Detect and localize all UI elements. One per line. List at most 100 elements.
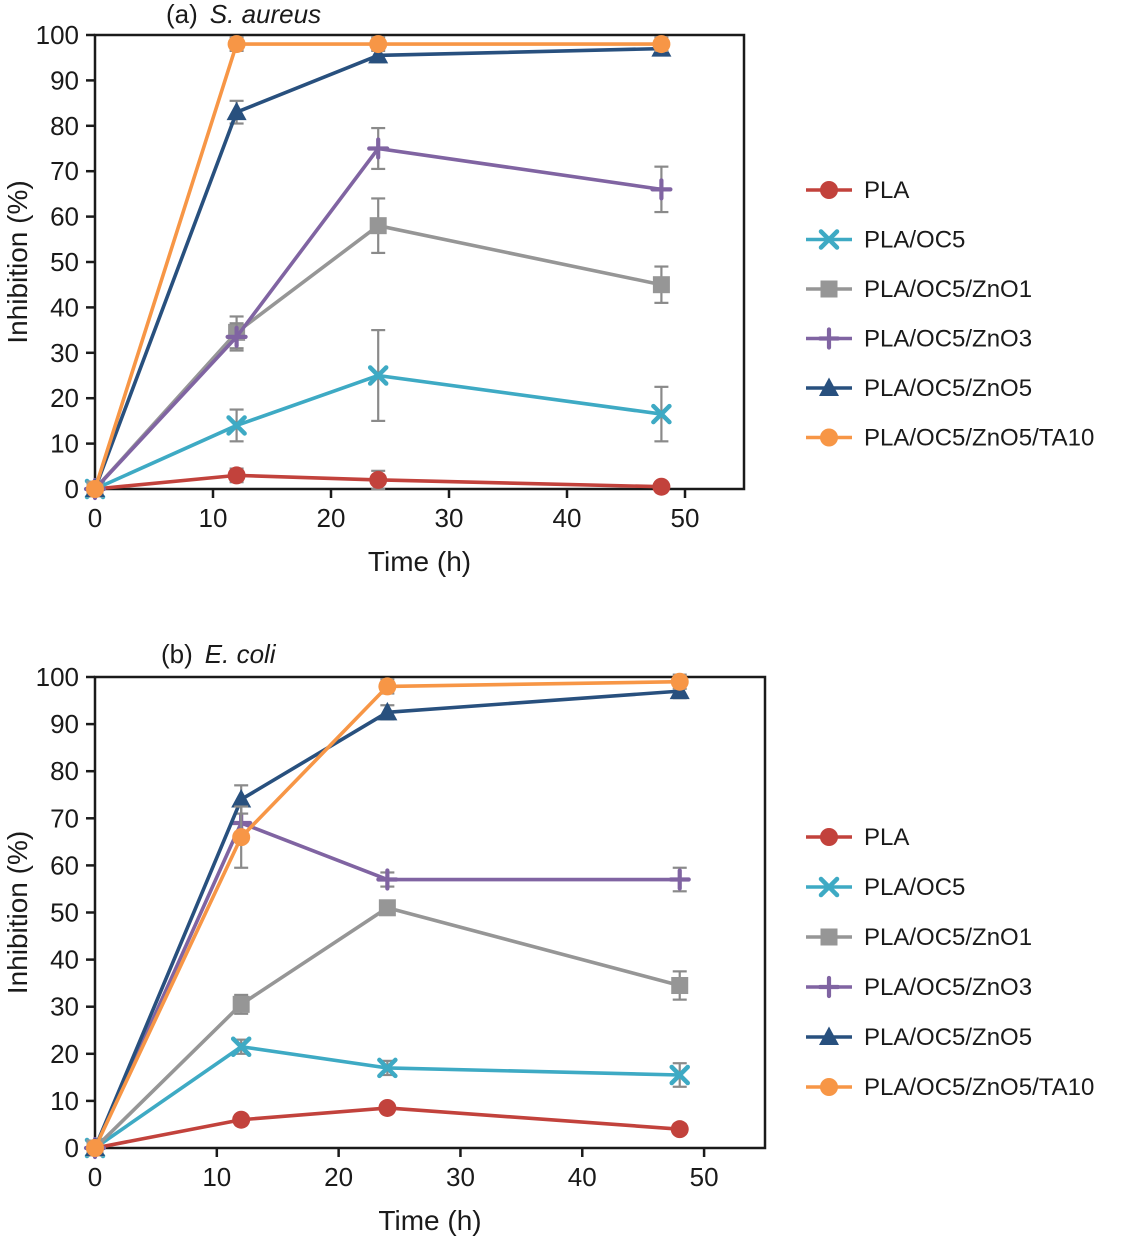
- marker-circle: [232, 828, 251, 847]
- marker-circle: [378, 677, 397, 696]
- y-tick-label: 60: [50, 850, 79, 880]
- x-tick-label: 0: [88, 503, 102, 533]
- marker-circle: [820, 828, 838, 846]
- marker-square: [232, 995, 250, 1013]
- plot-frame: [93, 33, 746, 491]
- y-tick-label: 70: [50, 156, 79, 186]
- series-pla: [86, 466, 671, 498]
- y-tick-label: 80: [50, 756, 79, 786]
- y-tick-label: 100: [36, 662, 79, 692]
- marker-triangle: [226, 101, 247, 121]
- marker-triangle: [231, 788, 252, 808]
- chart-panel-b-e-coli: 0 10 20 30 40 50 0 10 20 30 40 50 60 70 80 90 100 Time (h…: [0, 606, 1141, 1241]
- marker-square: [820, 928, 838, 946]
- marker-circle: [670, 672, 689, 691]
- y-tick-label: 10: [50, 429, 79, 459]
- marker-square: [652, 276, 670, 294]
- legend-label: PLA: [864, 177, 909, 204]
- series-pla-oc5-zno1: [86, 899, 689, 1157]
- legend-item-pla-oc5-zno5: PLA/OC5/ZnO5: [806, 375, 1032, 402]
- legend-label: PLA/OC5/ZnO5/TA10: [864, 425, 1094, 452]
- y-tick-label: 100: [36, 20, 79, 50]
- y-tick-label: 80: [50, 111, 79, 141]
- y-tick-label: 70: [50, 803, 79, 833]
- marker-circle: [227, 35, 246, 54]
- marker-circle: [86, 1139, 104, 1157]
- marker-circle: [652, 35, 671, 54]
- chart-b-svg: 0 10 20 30 40 50 0 10 20 30 40 50 60 70 80 90 100 Time (h…: [2, 639, 1094, 1236]
- chart-panel-a-s-aureus: 0 10 20 30 40 50 0 10 20 30 40 50 60 70 80 90 100 Time (h…: [0, 0, 1141, 606]
- marker-triangle: [819, 1026, 839, 1045]
- series-pla-oc5-zno3: [83, 126, 673, 501]
- legend-label: PLA/OC5/ZnO5: [864, 375, 1032, 402]
- marker-x: [818, 876, 840, 898]
- marker-circle: [820, 181, 838, 199]
- x-tick-label: 10: [202, 1162, 231, 1192]
- legend-label: PLA: [864, 824, 909, 851]
- marker-circle: [369, 470, 388, 489]
- x-axis-label: Time (h): [378, 1205, 481, 1236]
- marker-square: [378, 899, 396, 917]
- marker-x: [651, 403, 672, 425]
- marker-triangle: [377, 701, 398, 721]
- series-line: [94, 473, 662, 491]
- series-line: [93, 905, 681, 1150]
- x-tick-label: 10: [199, 503, 228, 533]
- marker-circle: [369, 35, 388, 54]
- legend-item-pla-oc5-zno3: PLA/OC5/ZnO3: [806, 974, 1032, 1001]
- series-line: [93, 1044, 680, 1150]
- chart-title: (a) S. aureus: [166, 0, 321, 29]
- marker-x: [818, 229, 840, 250]
- marker-circle: [232, 1110, 251, 1129]
- x-tick-label: 50: [690, 1162, 719, 1192]
- y-tick-label: 60: [50, 202, 79, 232]
- legend-item-pla-oc5-zno1: PLA/OC5/ZnO1: [806, 276, 1032, 303]
- marker-plus: [225, 325, 248, 349]
- marker-plus: [650, 178, 673, 201]
- y-tick-label: 90: [50, 65, 79, 95]
- marker-x: [367, 365, 389, 386]
- marker-x: [669, 1064, 690, 1086]
- y-tick-label: 10: [50, 1086, 79, 1116]
- legend-item-pla-oc5-zno5-ta10: PLA/OC5/ZnO5/TA10: [806, 1074, 1094, 1101]
- y-tick-label: 0: [65, 1133, 79, 1163]
- legend-item-pla-oc5-zno5-ta10: PLA/OC5/ZnO5/TA10: [806, 425, 1094, 452]
- marker-circle: [378, 1098, 397, 1117]
- x-tick-label: 20: [317, 503, 346, 533]
- legend-label: PLA/OC5/ZnO3: [864, 326, 1032, 353]
- legend-item-pla-oc5-zno5: PLA/OC5/ZnO5: [806, 1024, 1032, 1051]
- legend-label: PLA/OC5/ZnO1: [864, 276, 1032, 303]
- y-axis-label: Inhibition (%): [2, 180, 33, 343]
- y-tick-label: 30: [50, 338, 79, 368]
- x-tick-label: 30: [446, 1162, 475, 1192]
- y-tick-label: 20: [50, 383, 79, 413]
- series-line: [93, 679, 680, 1149]
- legend-label: PLA/OC5/ZnO1: [864, 924, 1032, 951]
- chart-title: (b) E. coli: [161, 639, 277, 669]
- x-tick-label: 40: [568, 1162, 597, 1192]
- y-tick-label: 50: [50, 898, 79, 928]
- y-tick-label: 30: [50, 992, 79, 1022]
- x-tick-label: 0: [88, 1162, 102, 1192]
- x-tick-label: 50: [671, 503, 700, 533]
- y-axis-label: Inhibition (%): [2, 831, 33, 994]
- x-tick-label: 30: [435, 503, 464, 533]
- series-pla-oc5-zno5-ta10: [86, 35, 671, 498]
- y-tick-label: 40: [50, 292, 79, 322]
- marker-circle: [652, 477, 671, 496]
- x-tick-label: 40: [553, 503, 582, 533]
- marker-circle: [86, 480, 104, 498]
- marker-x: [226, 415, 247, 436]
- legend-item-pla-oc5: PLA/OC5: [806, 227, 965, 254]
- legend-item-pla-oc5: PLA/OC5: [806, 874, 965, 901]
- marker-triangle: [368, 44, 389, 64]
- series-pla-oc5-zno5-ta10: [86, 672, 689, 1157]
- series-line: [94, 1106, 680, 1150]
- legend-item-pla-oc5-zno3: PLA/OC5/ZnO3: [806, 326, 1032, 353]
- marker-circle: [227, 466, 246, 485]
- legend-item-pla-oc5-zno1: PLA/OC5/ZnO1: [806, 924, 1032, 951]
- marker-plus: [367, 137, 390, 160]
- legend-item-pla: PLA: [806, 824, 909, 851]
- marker-plus: [817, 975, 841, 999]
